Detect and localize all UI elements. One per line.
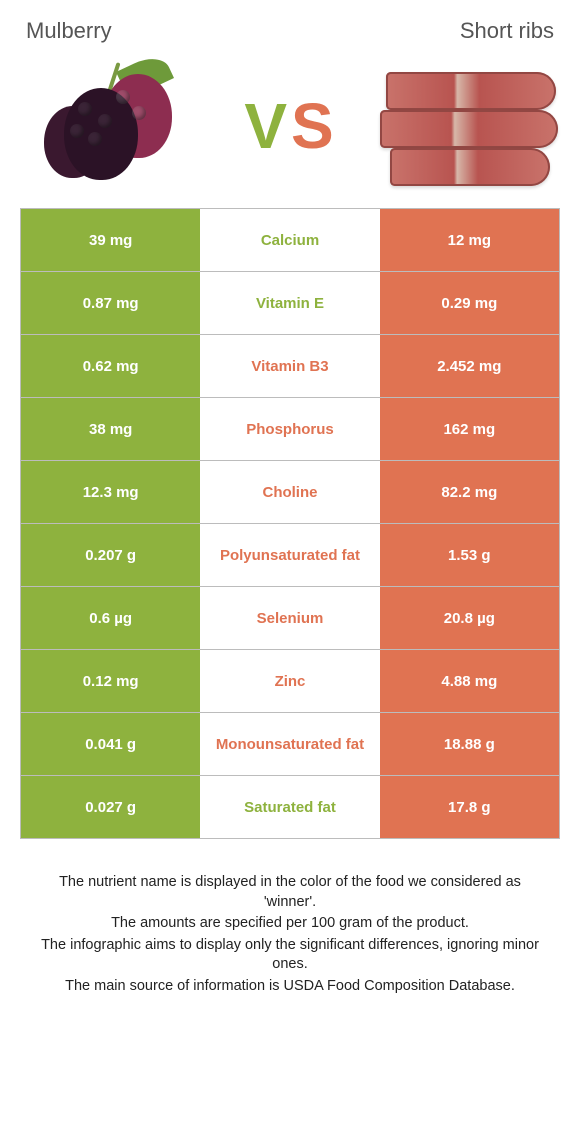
right-food-title: Short ribs xyxy=(290,18,554,44)
left-value: 38 mg xyxy=(21,398,200,460)
nutrient-label: Phosphorus xyxy=(200,398,379,460)
right-value: 4.88 mg xyxy=(380,650,559,712)
vs-label: V S xyxy=(244,89,335,163)
right-value: 1.53 g xyxy=(380,524,559,586)
nutrient-label: Calcium xyxy=(200,209,379,271)
table-row: 0.12 mgZinc4.88 mg xyxy=(21,650,559,713)
left-value: 0.12 mg xyxy=(21,650,200,712)
right-value: 18.88 g xyxy=(380,713,559,775)
table-row: 0.027 gSaturated fat17.8 g xyxy=(21,776,559,839)
right-value: 0.29 mg xyxy=(380,272,559,334)
right-value: 17.8 g xyxy=(380,776,559,838)
comparison-table: 39 mgCalcium12 mg0.87 mgVitamin E0.29 mg… xyxy=(20,208,560,839)
right-value: 2.452 mg xyxy=(380,335,559,397)
footnote-line: The nutrient name is displayed in the co… xyxy=(32,873,548,912)
table-row: 0.62 mgVitamin B32.452 mg xyxy=(21,335,559,398)
table-row: 38 mgPhosphorus162 mg xyxy=(21,398,559,461)
right-value: 12 mg xyxy=(380,209,559,271)
nutrient-label: Vitamin E xyxy=(200,272,379,334)
left-value: 0.207 g xyxy=(21,524,200,586)
left-value: 0.041 g xyxy=(21,713,200,775)
left-value: 0.027 g xyxy=(21,776,200,838)
nutrient-label: Selenium xyxy=(200,587,379,649)
footnote-line: The amounts are specified per 100 gram o… xyxy=(32,914,548,934)
left-food-title: Mulberry xyxy=(26,18,290,44)
nutrient-label: Choline xyxy=(200,461,379,523)
left-value: 39 mg xyxy=(21,209,200,271)
table-row: 0.207 gPolyunsaturated fat1.53 g xyxy=(21,524,559,587)
left-value: 0.62 mg xyxy=(21,335,200,397)
footnote-block: The nutrient name is displayed in the co… xyxy=(20,839,560,996)
nutrient-label: Zinc xyxy=(200,650,379,712)
footnote-line: The main source of information is USDA F… xyxy=(32,977,548,997)
table-row: 0.6 µgSelenium20.8 µg xyxy=(21,587,559,650)
right-value: 162 mg xyxy=(380,398,559,460)
title-row: Mulberry Short ribs xyxy=(20,18,560,56)
left-value: 12.3 mg xyxy=(21,461,200,523)
left-food-image xyxy=(20,66,200,186)
footnote-line: The infographic aims to display only the… xyxy=(32,936,548,975)
table-row: 0.041 gMonounsaturated fat18.88 g xyxy=(21,713,559,776)
left-value: 0.6 µg xyxy=(21,587,200,649)
right-value: 20.8 µg xyxy=(380,587,559,649)
nutrient-label: Monounsaturated fat xyxy=(200,713,379,775)
nutrient-label: Saturated fat xyxy=(200,776,379,838)
nutrient-label: Vitamin B3 xyxy=(200,335,379,397)
table-row: 39 mgCalcium12 mg xyxy=(21,209,559,272)
left-value: 0.87 mg xyxy=(21,272,200,334)
table-row: 12.3 mgCholine82.2 mg xyxy=(21,461,559,524)
right-value: 82.2 mg xyxy=(380,461,559,523)
hero-row: V S xyxy=(20,56,560,208)
nutrient-label: Polyunsaturated fat xyxy=(200,524,379,586)
vs-v: V xyxy=(244,89,289,163)
table-row: 0.87 mgVitamin E0.29 mg xyxy=(21,272,559,335)
vs-s: S xyxy=(291,89,336,163)
right-food-image xyxy=(380,66,560,186)
